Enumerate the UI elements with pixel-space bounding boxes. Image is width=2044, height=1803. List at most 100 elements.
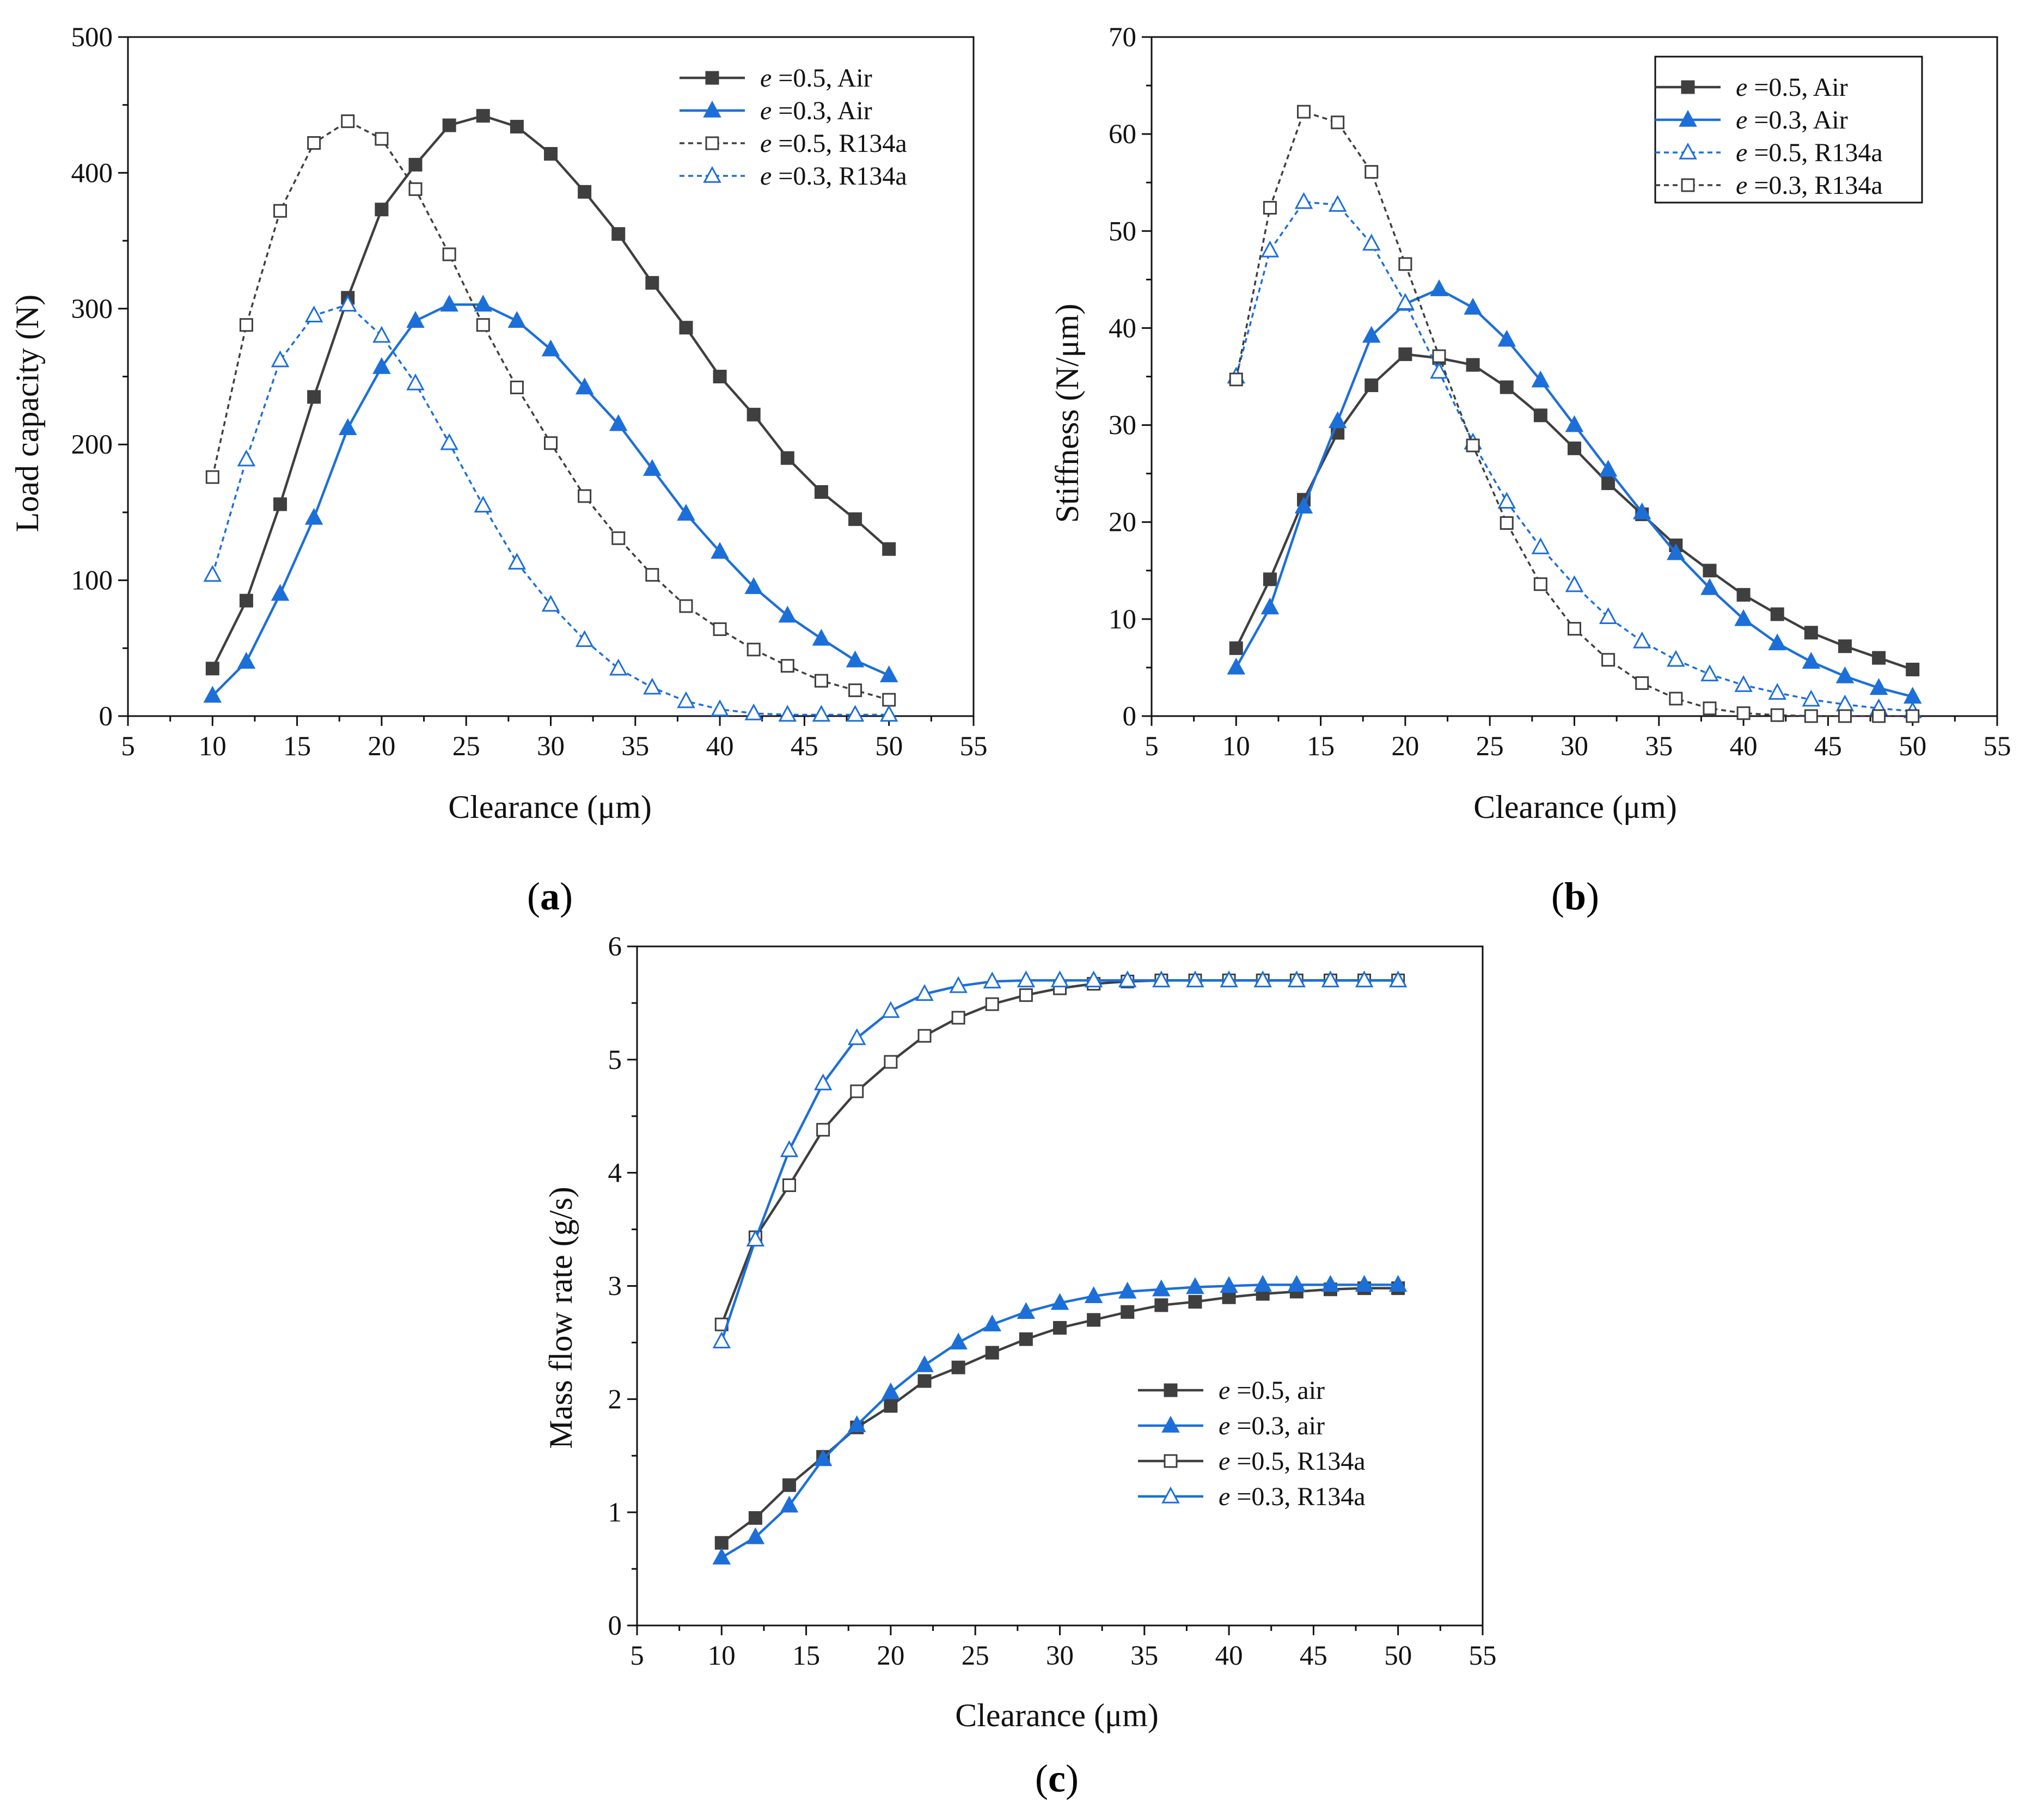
data-point [1355,970,1374,988]
data-point [949,976,968,993]
data-point [677,504,695,521]
data-point [611,227,626,241]
data-point [1466,358,1480,372]
data-point [985,1346,999,1360]
x-tick-label: 50 [875,731,903,762]
x-tick-label: 35 [621,731,649,762]
data-point [1667,650,1685,667]
x-tick-label: 55 [960,731,988,762]
data-point [1568,622,1581,636]
data-point [1700,664,1719,682]
data-point [915,1355,934,1372]
legend-marker [705,71,719,85]
data-point [1355,1275,1374,1292]
chart-panel-a: Load capacity (N) Clearance (μm) (a) 5 10… [9,22,988,918]
legend-marker [1681,178,1695,192]
data-point [339,418,357,436]
y-tick-label: 100 [71,566,113,596]
series-4 [1229,105,1920,723]
data-point [884,1399,898,1413]
data-point [575,630,594,647]
data-point [307,390,321,404]
data-point [203,565,222,582]
data-point [474,295,493,312]
y-tick-label: 0 [1123,701,1137,732]
x-axis-title: Clearance (μm) [955,1697,1159,1733]
series-4 [712,970,1407,1349]
data-point [1188,1295,1202,1309]
data-point [746,643,761,657]
data-point [1669,692,1683,706]
legend-item: e =0.3, R134a [1138,1482,1366,1511]
data-point [1466,438,1480,453]
series-3 [205,114,896,707]
y-tick-label: 10 [1109,604,1136,635]
data-point [1632,631,1651,649]
y-tick-label: 6 [608,932,622,962]
data-point [917,1029,932,1043]
data-point [541,595,560,612]
data-point [1838,709,1852,723]
legend-item: e =0.3, Air [680,96,872,125]
data-point [746,1230,765,1247]
data-point [372,357,391,374]
x-tick-label: 15 [1307,731,1335,762]
data-point [1568,441,1581,455]
panel-label-letter: c [1048,1757,1066,1800]
data-point [812,628,831,646]
panel-label: (b) [1551,875,1599,918]
data-point [1328,195,1347,212]
x-tick-label: 50 [1384,1641,1412,1671]
data-point [813,1449,833,1466]
legend-label: e =0.5, R134a [1219,1447,1366,1476]
data-point [1531,537,1550,554]
data-point [1331,115,1345,130]
data-point [1396,292,1415,310]
data-point [813,1073,833,1091]
data-point [1599,460,1618,477]
data-point [375,203,389,217]
data-point [476,318,490,332]
data-point [271,350,290,368]
data-point [476,109,490,123]
data-point [951,1011,965,1025]
y-tick-label: 5 [608,1045,622,1075]
data-point [1053,1321,1067,1335]
data-point [848,683,862,698]
data-point [713,370,727,383]
data-point [1430,362,1448,379]
data-point [578,489,592,503]
data-point [1328,411,1347,429]
data-point [1869,678,1888,695]
data-point [203,686,222,703]
data-point [273,497,287,511]
data-point [1084,1286,1103,1303]
data-point [780,1140,799,1157]
x-tick-label: 25 [1476,731,1504,762]
data-point [712,1331,731,1349]
legend-marker [705,136,719,150]
data-point [1770,607,1784,621]
data-point [1872,709,1886,723]
panel-label: (a) [527,875,573,918]
data-point [1804,626,1818,640]
y-tick-label: 500 [71,22,113,53]
data-point [1906,709,1920,723]
data-point [1667,543,1685,560]
data-point [1768,633,1786,651]
data-point [1364,378,1379,393]
data-point [237,652,256,669]
data-point [712,1548,731,1565]
x-tick-label: 20 [877,1641,904,1671]
legend: e =0.5, Air e =0.3, Air e =0.5, R134a e =0.… [1654,56,1923,204]
x-tick-label: 25 [452,731,480,762]
data-point [1734,609,1753,626]
data-point [1804,709,1818,723]
legend-marker [1679,142,1697,160]
data-point [645,568,659,582]
legend-item: e =0.5, air [1138,1376,1325,1405]
legend-marker [1679,109,1697,127]
x-tick-label: 15 [283,731,311,762]
y-tick-label: 400 [71,158,113,188]
